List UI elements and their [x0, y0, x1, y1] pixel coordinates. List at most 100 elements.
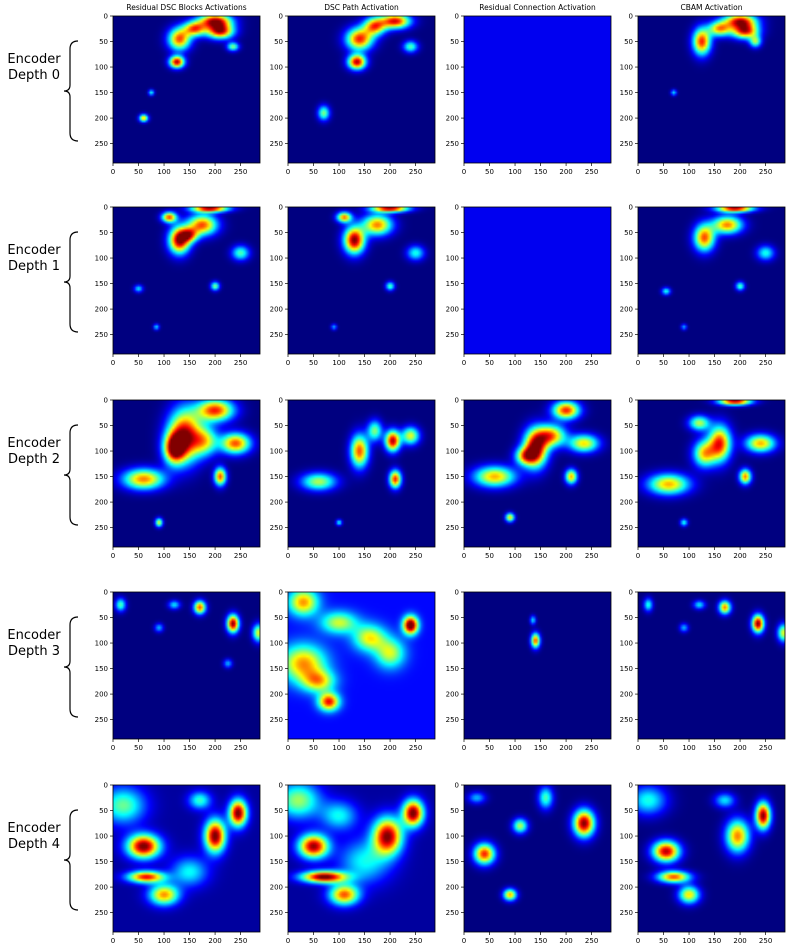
y-tick-label: 200	[270, 691, 283, 699]
heatmap-panel-r4-c3: 0 50 100 150 200 250 0 50 100 150 200 250	[620, 782, 786, 945]
x-tick-label: 0	[111, 937, 115, 945]
heatmap-panel-r4-c2: 0 50 100 150 200 250 0 50 100 150 200 250	[446, 782, 612, 945]
plot-frame	[112, 591, 261, 740]
y-tick-label: 0	[629, 13, 633, 21]
y-tick-label: 200	[620, 691, 633, 699]
y-tick-label: 200	[446, 115, 459, 123]
x-tick-label: 100	[332, 359, 345, 367]
x-tick-label: 200	[208, 168, 221, 176]
y-tick-label: 200	[620, 499, 633, 507]
x-tick-label: 0	[462, 937, 466, 945]
y-tick-label: 0	[279, 782, 283, 790]
y-tick-label: 0	[629, 589, 633, 597]
row-brace-4	[63, 809, 79, 911]
y-tick-label: 100	[620, 640, 633, 648]
y-tick-label: 0	[279, 589, 283, 597]
heatmap-panel-r2-c0: 0 50 100 150 200 250 0 50 100 150 200 250	[95, 397, 261, 560]
x-tick-label: 50	[659, 168, 668, 176]
plot-frame	[463, 15, 612, 164]
x-tick-label: 0	[286, 937, 290, 945]
x-tick-label: 100	[332, 937, 345, 945]
y-tick-label: 0	[279, 204, 283, 212]
y-tick-label: 0	[104, 204, 108, 212]
y-tick-label: 50	[450, 807, 459, 815]
y-tick-label: 0	[455, 782, 459, 790]
plot-frame	[463, 399, 612, 548]
y-tick-label: 100	[95, 833, 108, 841]
y-tick-label: 50	[274, 38, 283, 46]
heatmap-image	[464, 785, 611, 932]
x-tick-label: 50	[485, 359, 494, 367]
x-tick-label: 0	[286, 552, 290, 560]
y-tick-label: 0	[104, 782, 108, 790]
plot-frame	[463, 784, 612, 933]
y-tick-label: 150	[95, 473, 108, 481]
x-tick-label: 0	[111, 168, 115, 176]
x-tick-label: 200	[559, 937, 572, 945]
x-tick-label: 250	[234, 552, 247, 560]
x-tick-label: 0	[286, 744, 290, 752]
y-tick-label: 0	[455, 397, 459, 405]
y-tick-label: 250	[620, 524, 633, 532]
x-tick-label: 100	[508, 552, 521, 560]
heatmap-image	[113, 207, 260, 354]
heatmap-image	[288, 785, 435, 932]
y-tick-label: 250	[620, 331, 633, 339]
y-tick-label: 100	[270, 64, 283, 72]
y-tick-label: 150	[95, 280, 108, 288]
y-tick-label: 250	[270, 140, 283, 148]
x-tick-label: 0	[111, 552, 115, 560]
x-tick-label: 200	[383, 937, 396, 945]
y-tick-label: 250	[446, 716, 459, 724]
x-tick-label: 200	[733, 552, 746, 560]
x-tick-label: 0	[636, 744, 640, 752]
heatmap-panel-r0-c3: 0 50 100 150 200 250 0 50 100 150 200 250	[620, 13, 786, 176]
y-tick-label: 200	[620, 884, 633, 892]
heatmap-panel-r4-c0: 0 50 100 150 200 250 0 50 100 150 200 250	[95, 782, 261, 945]
x-tick-label: 50	[309, 168, 318, 176]
y-tick-label: 0	[455, 204, 459, 212]
y-tick-label: 50	[450, 422, 459, 430]
y-tick-label: 0	[104, 13, 108, 21]
x-tick-label: 150	[183, 168, 196, 176]
x-tick-label: 100	[332, 168, 345, 176]
x-tick-label: 250	[234, 937, 247, 945]
x-tick-label: 250	[759, 744, 772, 752]
y-tick-label: 150	[95, 665, 108, 673]
heatmap-panels: 0 50 100 150 200 250 0 50 100 150 200 250 0 50 100 150 2…	[95, 13, 786, 945]
x-tick-label: 50	[485, 552, 494, 560]
plot-frame	[637, 206, 786, 355]
y-tick-label: 250	[446, 140, 459, 148]
x-tick-label: 50	[309, 744, 318, 752]
x-tick-label: 200	[383, 168, 396, 176]
y-tick-label: 250	[95, 716, 108, 724]
plot-frame	[112, 784, 261, 933]
y-tick-label: 100	[95, 255, 108, 263]
x-tick-label: 100	[157, 168, 170, 176]
y-tick-label: 0	[629, 782, 633, 790]
x-tick-label: 50	[485, 937, 494, 945]
x-tick-label: 0	[286, 168, 290, 176]
heatmap-image	[638, 785, 785, 932]
x-tick-label: 150	[183, 552, 196, 560]
x-tick-label: 100	[508, 937, 521, 945]
x-tick-label: 150	[534, 168, 547, 176]
x-tick-label: 50	[485, 168, 494, 176]
column-title-1: DSC Path Activation	[324, 3, 399, 12]
x-tick-label: 0	[462, 744, 466, 752]
x-tick-label: 200	[559, 744, 572, 752]
plot-frame	[112, 399, 261, 548]
y-tick-label: 50	[274, 422, 283, 430]
y-tick-label: 150	[95, 89, 108, 97]
heatmap-panel-r4-c1: 0 50 100 150 200 250 0 50 100 150 200 250	[270, 782, 436, 945]
heatmap-image	[113, 400, 260, 547]
x-tick-label: 250	[409, 359, 422, 367]
x-tick-label: 250	[409, 168, 422, 176]
x-tick-label: 100	[682, 168, 695, 176]
y-tick-label: 0	[629, 397, 633, 405]
y-tick-label: 200	[446, 884, 459, 892]
x-tick-label: 200	[208, 937, 221, 945]
y-tick-label: 200	[446, 691, 459, 699]
y-tick-label: 200	[620, 115, 633, 123]
